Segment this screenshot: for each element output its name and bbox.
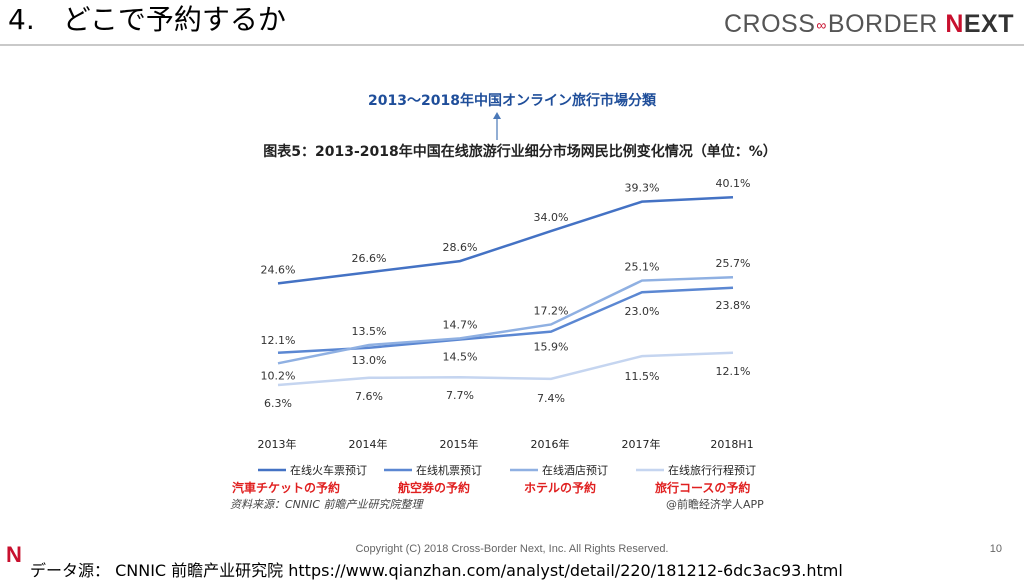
brand-logo: CROSS∞BORDER NEXT (724, 10, 1014, 38)
data-label-s2-1: 13.5% (352, 325, 387, 338)
data-label-s2-4: 25.1% (625, 261, 660, 274)
x-tick-label-4: 2017年 (622, 437, 661, 451)
series-line-0 (277, 195, 734, 285)
data-label-s2-5: 25.7% (716, 257, 751, 270)
x-tick-label-2: 2015年 (440, 437, 479, 451)
data-label-s3-4: 11.5% (625, 370, 660, 383)
data-label-s0-3: 34.0% (534, 211, 569, 224)
legend-label-0: 在线火车票预订 (290, 463, 367, 477)
data-label-s1-5: 23.8% (716, 299, 751, 312)
x-tick-label-0: 2013年 (258, 437, 297, 451)
jp-chart-title: 2013～2018年中国オンライン旅行市場分類 (368, 93, 656, 109)
data-label-s3-5: 12.1% (716, 365, 751, 378)
series-line-2 (277, 275, 734, 365)
legend-label-2: 在线酒店预订 (542, 463, 608, 477)
data-label-s3-3: 7.4% (537, 392, 565, 405)
data-label-s1-2: 14.5% (443, 350, 478, 363)
series-line-1 (277, 286, 734, 355)
x-tick-label-5: 2018H1 (710, 438, 753, 451)
data-label-s2-3: 17.2% (534, 304, 569, 317)
data-label-s1-3: 15.9% (534, 341, 569, 354)
x-tick-label-3: 2016年 (531, 437, 570, 451)
title-divider (0, 44, 1024, 46)
data-label-s0-0: 24.6% (261, 263, 296, 276)
legend-label-1: 在线机票预订 (416, 463, 482, 477)
chart-credit: @前瞻经济学人APP (666, 498, 764, 511)
data-source: データ源： CNNIC 前瞻产业研究院 https://www.qianzhan… (30, 561, 843, 580)
chart-source-note: 资料来源：CNNIC 前瞻产业研究院整理 (230, 498, 423, 511)
footer-logo: N (6, 542, 22, 567)
jp-legend-label-3: 旅行コースの予約 (655, 481, 751, 495)
arrow-up-icon (493, 112, 501, 140)
jp-legend-label-2: ホテルの予約 (524, 481, 597, 495)
data-label-s0-5: 40.1% (716, 177, 751, 190)
copyright: Copyright (C) 2018 Cross-Border Next, In… (355, 543, 669, 555)
data-label-s0-1: 26.6% (352, 252, 387, 265)
page-number: 10 (989, 543, 1002, 555)
data-label-s3-0: 6.3% (264, 397, 292, 410)
data-label-s1-0: 12.1% (261, 334, 296, 347)
jp-legend-label-0: 汽車チケットの予約 (232, 481, 341, 495)
jp-legend-label-1: 航空券の予約 (398, 481, 471, 495)
data-label-s1-4: 23.0% (625, 305, 660, 318)
data-label-s3-1: 7.6% (355, 390, 383, 403)
legend-label-3: 在线旅行行程预订 (668, 463, 756, 477)
data-label-s3-2: 7.7% (446, 389, 474, 402)
data-label-s2-0: 10.2% (261, 369, 296, 382)
data-label-s2-2: 14.7% (443, 318, 478, 331)
data-label-s1-1: 13.0% (352, 354, 387, 367)
data-label-s0-4: 39.3% (625, 182, 660, 195)
data-label-s0-2: 28.6% (443, 241, 478, 254)
x-tick-label-1: 2014年 (349, 437, 388, 451)
chart-title: 图表5：2013-2018年中国在线旅游行业细分市场网民比例变化情况（单位：%） (263, 144, 777, 160)
slide-title: 4. どこで予約するか (8, 3, 286, 36)
series-line-3 (277, 351, 734, 387)
